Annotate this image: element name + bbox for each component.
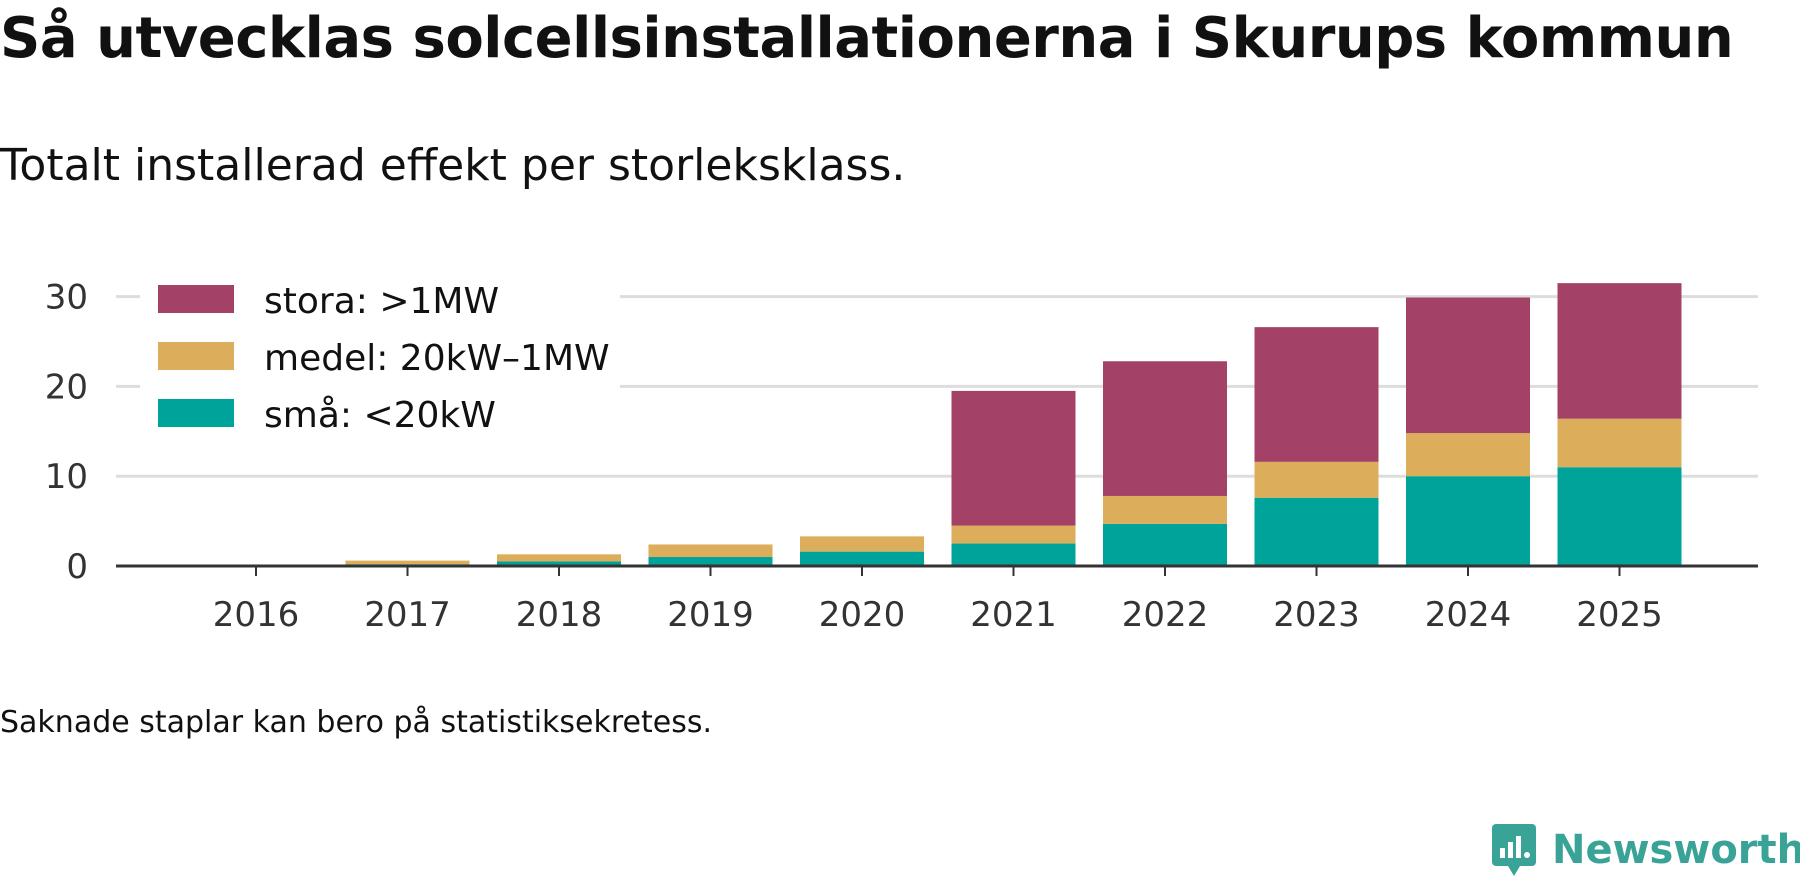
bar-2021-series-0 (952, 544, 1076, 566)
legend-label: små: <20kW (264, 395, 496, 436)
x-tick-label: 2025 (1576, 595, 1663, 635)
x-tick-label: 2020 (819, 595, 906, 635)
brand-logo: Newsworthy (1490, 820, 1800, 880)
legend-swatch (158, 342, 234, 370)
y-tick-label: 30 (45, 278, 88, 318)
bar-2021-series-1 (952, 526, 1076, 544)
legend-label: medel: 20kW–1MW (264, 338, 610, 379)
bar-2022-series-1 (1103, 496, 1227, 524)
x-tick-label: 2018 (516, 595, 603, 635)
bar-2024-series-2 (1406, 297, 1530, 433)
bar-2019-series-1 (649, 544, 773, 557)
legend: stora: >1MW medel: 20kW–1MW små: <20kW (140, 278, 620, 450)
legend-label: stora: >1MW (264, 281, 499, 322)
x-tick-label: 2017 (364, 595, 451, 635)
y-tick-label: 20 (45, 367, 88, 407)
bar-2018-series-1 (497, 554, 621, 561)
bar-2025-series-0 (1558, 467, 1682, 566)
x-tick-label: 2021 (970, 595, 1057, 635)
brand-name: Newsworthy (1552, 827, 1800, 873)
bar-2024-series-1 (1406, 433, 1530, 476)
bar-2023-series-1 (1255, 462, 1379, 498)
bar-2022-series-2 (1103, 361, 1227, 496)
footnote: Saknade staplar kan bero på statistiksek… (0, 705, 712, 740)
y-tick-label: 10 (45, 457, 88, 497)
bar-2020-series-1 (800, 536, 924, 551)
legend-swatch (158, 399, 234, 427)
bar-2023-series-0 (1255, 498, 1379, 566)
bar-2025-series-2 (1558, 283, 1682, 419)
bar-2021-series-2 (952, 391, 1076, 526)
bar-2025-series-1 (1558, 419, 1682, 467)
bar-2020-series-0 (800, 552, 924, 566)
x-tick-label: 2019 (667, 595, 754, 635)
bar-2024-series-0 (1406, 476, 1530, 566)
x-tick-label: 2023 (1273, 595, 1360, 635)
bar-2017-series-1 (346, 561, 470, 565)
x-tick-label: 2016 (213, 595, 300, 635)
bar-2023-series-2 (1255, 327, 1379, 462)
bar-2022-series-0 (1103, 524, 1227, 566)
y-tick-label: 0 (66, 547, 88, 587)
x-tick-label: 2022 (1122, 595, 1209, 635)
legend-swatch (158, 285, 234, 313)
newsworthy-logo-icon (1490, 822, 1538, 878)
x-tick-label: 2024 (1425, 595, 1512, 635)
